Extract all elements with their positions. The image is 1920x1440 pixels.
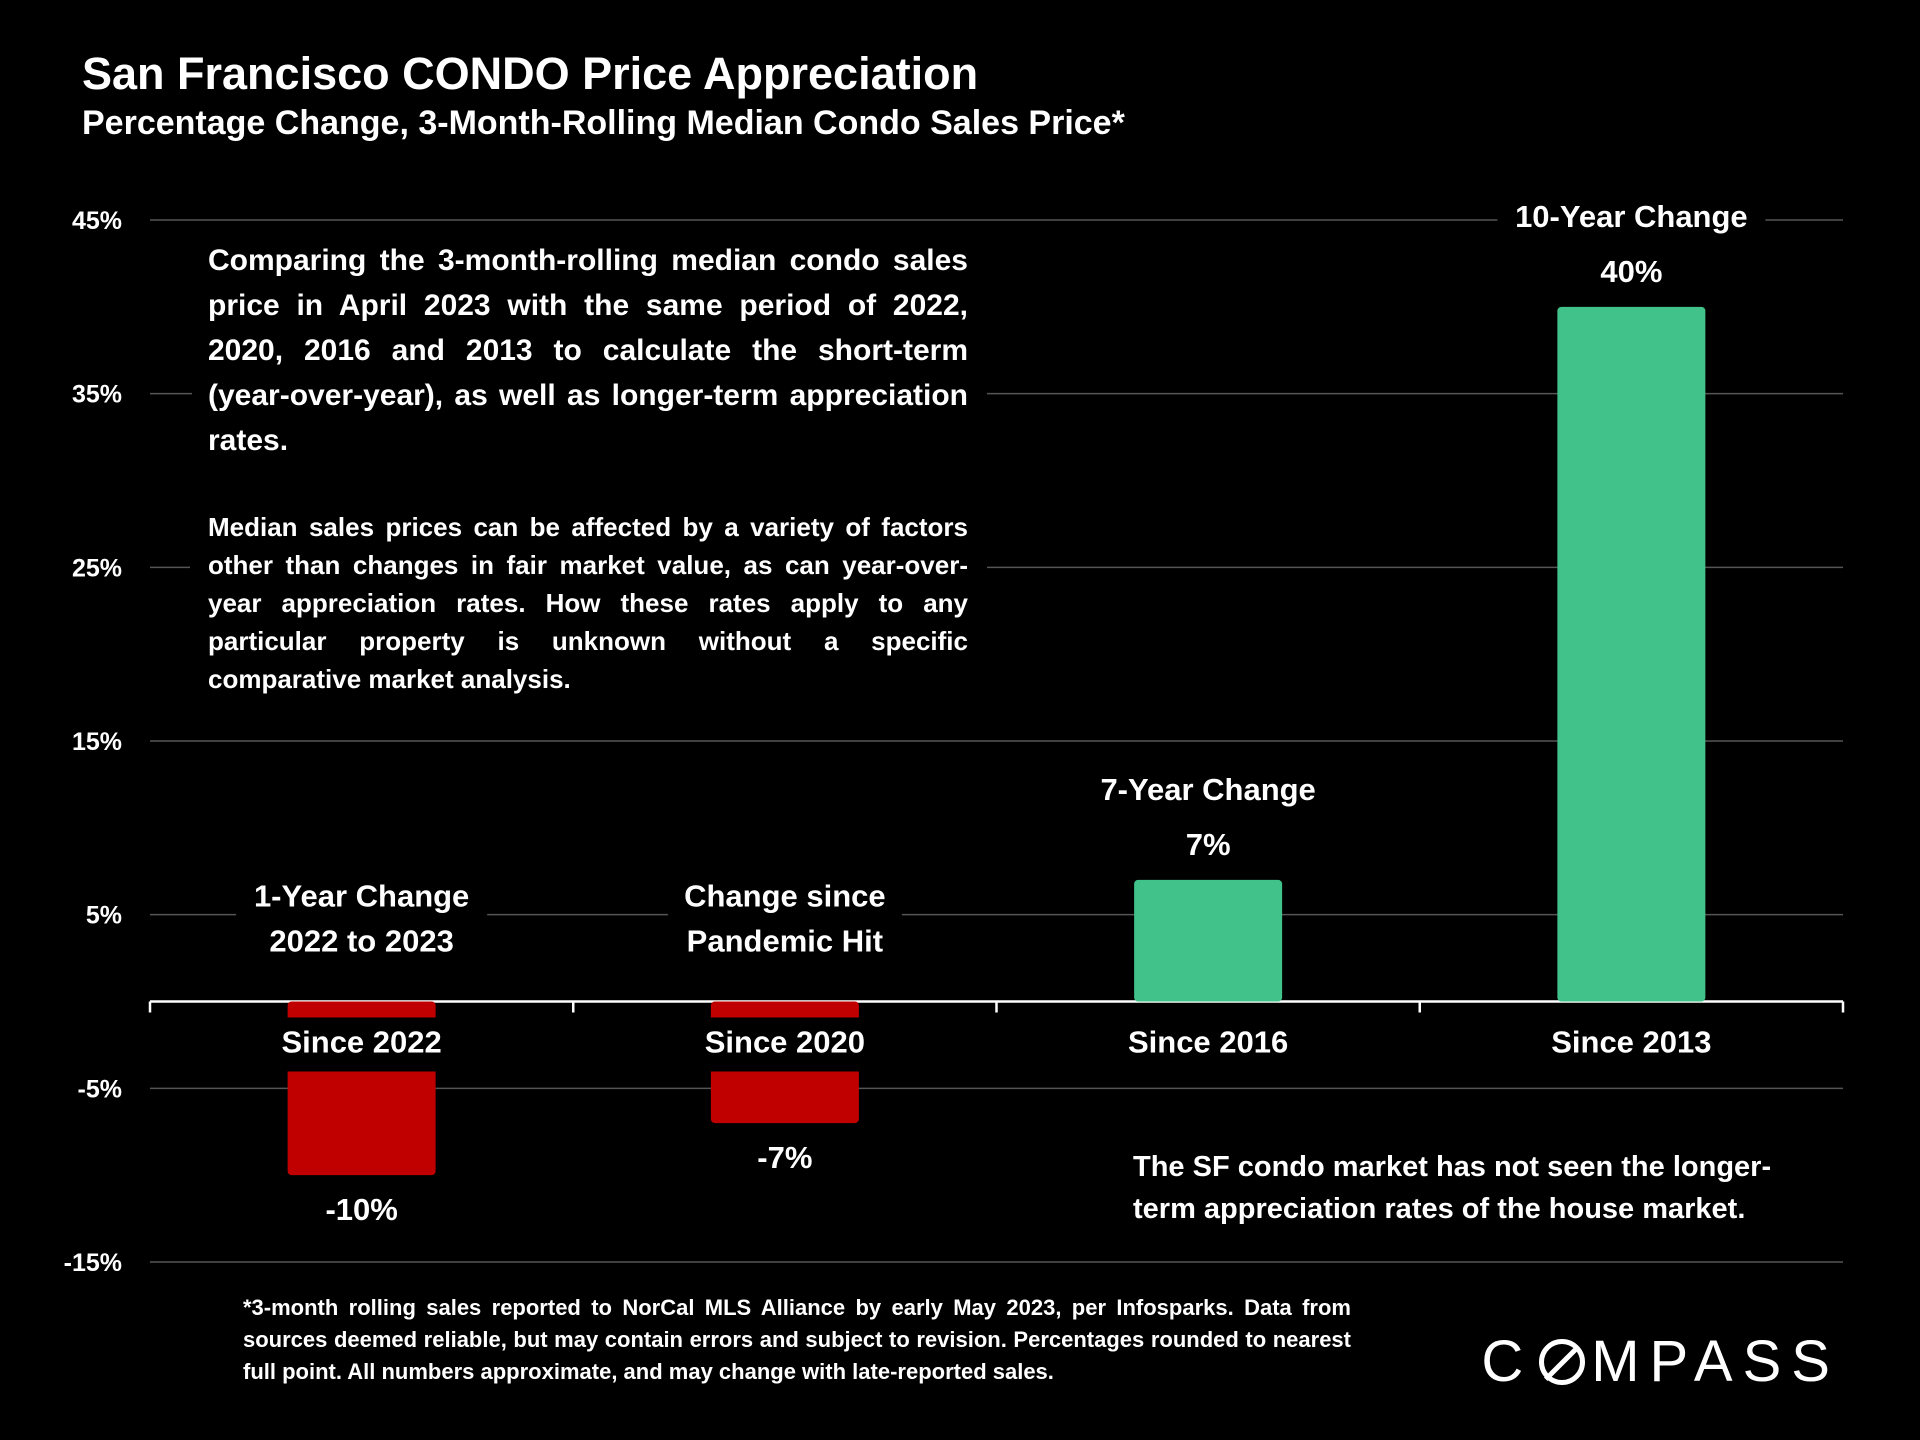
logo-letters-mpass: MPASS [1591, 1329, 1840, 1394]
text-backdrop [190, 500, 985, 700]
bar-annotation: 7-Year Change [1100, 772, 1315, 807]
logo-compass-o [1539, 1338, 1586, 1385]
y-tick-label: 35% [72, 381, 122, 409]
category-label: Since 2020 [705, 1025, 865, 1060]
footnote: *3-month rolling sales reported to NorCa… [243, 1295, 1351, 1384]
market-note: The SF condo market has not seen the lon… [1133, 1151, 1772, 1225]
bar-annotation: 10-Year Change [1515, 199, 1748, 234]
y-tick-label: -15% [64, 1249, 122, 1277]
y-tick-label: 45% [72, 207, 122, 235]
logo-letter-c: C [1481, 1329, 1534, 1394]
category-label: Since 2013 [1551, 1025, 1711, 1060]
value-label: -7% [757, 1140, 812, 1175]
y-tick-label: -5% [78, 1075, 122, 1103]
bar-annotation: 2022 to 2023 [269, 924, 453, 959]
compass-logo: C MPASS [1481, 1328, 1840, 1395]
category-label-backdrop [706, 1017, 863, 1072]
bar [1557, 306, 1706, 1002]
y-tick-label: 25% [72, 554, 122, 582]
annotation-backdrop [1082, 763, 1334, 814]
disclaimer-paragraph: Median sales prices can be affected by a… [208, 512, 968, 694]
y-tick-label: 5% [86, 902, 122, 930]
value-label: 40% [1600, 254, 1662, 289]
value-label: 7% [1186, 827, 1231, 862]
y-tick-label: 15% [72, 728, 122, 756]
bar-annotation: Change since [684, 879, 886, 914]
bar-annotation: Pandemic Hit [687, 924, 883, 959]
value-label: -10% [325, 1192, 397, 1227]
category-label-backdrop [283, 1017, 440, 1072]
chart-title: San Francisco CONDO Price Appreciation [82, 48, 979, 99]
category-label: Since 2022 [281, 1025, 441, 1060]
bar-annotation: 1-Year Change [254, 879, 469, 914]
chart-subtitle: Percentage Change, 3-Month-Rolling Media… [82, 104, 1125, 142]
annotation-backdrop [236, 870, 488, 966]
annotation-backdrop [667, 870, 902, 966]
category-label: Since 2016 [1128, 1025, 1288, 1060]
bar [1134, 879, 1283, 1002]
description-paragraph: Comparing the 3-month-rolling median con… [208, 244, 968, 457]
annotation-backdrop [1497, 190, 1766, 241]
